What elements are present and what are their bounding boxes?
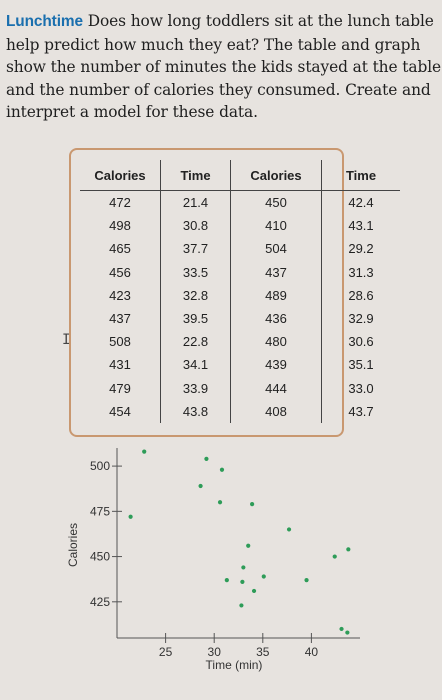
- table-row: 508 22.8 480 30.6: [80, 330, 400, 354]
- y-ticks: 500 475 450 425: [90, 459, 122, 609]
- data-point: [250, 501, 255, 507]
- cell-time-1: 34.1: [160, 353, 231, 377]
- cell-time-1: 33.5: [160, 260, 231, 284]
- cell-calories-1: 456: [109, 264, 131, 280]
- table-row: 472 21.4 450 42.4: [80, 190, 400, 215]
- table-row: 456 33.5 437 31.3: [80, 260, 400, 284]
- cell-time-2: 30.6: [321, 330, 400, 354]
- y-tick-label: 450: [90, 550, 110, 564]
- data-point: [204, 456, 209, 461]
- table-row: 479 33.9 444 33.0: [80, 376, 400, 400]
- x-tick-label: 40: [305, 645, 319, 659]
- header-calories-1: Calories: [80, 160, 161, 191]
- x-tick-label: 25: [159, 645, 173, 659]
- cell-calories-1: 472: [109, 195, 131, 211]
- cell-calories-1: 454: [109, 403, 131, 419]
- table-row: 498 30.8 410 43.1: [80, 214, 400, 238]
- cell-time-2: 31.3: [321, 260, 400, 284]
- table-row: 437 39.5 436 32.9: [80, 306, 400, 331]
- data-point: [345, 630, 350, 635]
- problem-body: Does how long toddlers sit at the lunch …: [6, 12, 442, 122]
- data-point: [219, 467, 225, 472]
- cell-time-1: 30.8: [160, 214, 231, 238]
- x-axis-label: Time (min): [206, 658, 263, 672]
- data-point: [240, 579, 245, 585]
- text-cursor-icon: I: [62, 332, 71, 348]
- cell-calories-1: 431: [109, 357, 131, 373]
- table-row: 465 37.7 504 29.2: [80, 237, 400, 261]
- cell-calories-2: 437: [230, 260, 322, 284]
- x-tick-label: 30: [208, 645, 222, 659]
- data-point: [339, 626, 344, 632]
- cell-time-1: 37.7: [160, 237, 231, 261]
- header-calories-2: Calories: [230, 160, 322, 191]
- cell-time-2: 33.0: [321, 376, 400, 400]
- cell-calories-2: 410: [230, 214, 322, 238]
- cell-calories-2: 439: [230, 353, 322, 377]
- data-point: [241, 565, 246, 570]
- table-row: 423 32.8 489 28.6: [80, 283, 400, 307]
- cell-calories-2: 450: [230, 190, 322, 215]
- table-body: 472 21.4 450 42.4 498 30.8 410 43.1 465 37.7 504 29…: [80, 190, 400, 423]
- data-point: [346, 547, 351, 552]
- data-point: [251, 588, 257, 594]
- cell-calories-2: 504: [230, 237, 322, 261]
- cell-calories-2: 480: [230, 330, 322, 354]
- table-row: 431 34.1 439 35.1: [80, 353, 400, 377]
- table-row: 454 43.8 408 43.7: [80, 399, 400, 423]
- data-point: [224, 577, 229, 583]
- data-point: [332, 554, 337, 559]
- cell-time-2: 42.4: [321, 190, 400, 215]
- cell-calories-1: 423: [109, 287, 131, 303]
- data-point: [239, 603, 244, 608]
- cell-calories-1: 479: [109, 380, 131, 396]
- cell-time-2: 28.6: [321, 283, 400, 307]
- cell-time-2: 29.2: [321, 237, 400, 261]
- data-point: [304, 577, 309, 583]
- problem-keyword: Lunchtime: [6, 13, 83, 30]
- scatter-plot: 500 475 450 425 25 30 35 40 Time (min) Calorie…: [66, 448, 360, 672]
- problem-text: Lunchtime Does how long toddlers sit at …: [6, 10, 442, 124]
- data-point: [128, 514, 133, 519]
- data-point: [261, 574, 266, 579]
- header-time-2: Time: [321, 160, 400, 191]
- cell-time-1: 33.9: [160, 376, 231, 400]
- cell-time-1: 32.8: [160, 283, 231, 307]
- cell-calories-1: 437: [109, 311, 131, 327]
- cell-calories-1: 465: [109, 241, 131, 257]
- x-ticks: 25 30 35 40: [159, 633, 318, 659]
- table-header-row: Calories Time Calories Time: [80, 160, 400, 191]
- data-point: [217, 500, 223, 505]
- cell-calories-2: 408: [230, 399, 322, 423]
- data-point: [286, 527, 292, 532]
- cell-time-1: 43.8: [160, 399, 231, 423]
- y-tick-label: 425: [90, 595, 110, 609]
- y-tick-label: 500: [90, 459, 110, 473]
- cell-time-2: 43.1: [321, 214, 400, 238]
- cell-calories-1: 508: [109, 334, 131, 350]
- data-point: [142, 449, 147, 454]
- cell-calories-2: 444: [230, 376, 322, 400]
- cell-calories-2: 489: [230, 283, 322, 307]
- cell-calories-1: 498: [109, 218, 131, 234]
- cell-time-2: 35.1: [321, 353, 400, 377]
- data-table: Calories Time Calories Time 472 21.4 450 42…: [80, 160, 400, 423]
- cell-calories-2: 436: [230, 306, 322, 331]
- cell-time-2: 43.7: [321, 399, 400, 423]
- cell-time-1: 39.5: [160, 306, 231, 331]
- header-time-1: Time: [160, 160, 231, 191]
- data-point: [198, 483, 203, 489]
- y-axis-label: Calories: [66, 523, 80, 567]
- cell-time-1: 22.8: [160, 330, 231, 354]
- cell-time-1: 21.4: [160, 190, 231, 215]
- cell-time-2: 32.9: [321, 306, 400, 331]
- y-tick-label: 475: [90, 504, 110, 518]
- data-points: [128, 449, 351, 635]
- x-tick-label: 35: [256, 645, 270, 659]
- data-point: [246, 543, 251, 548]
